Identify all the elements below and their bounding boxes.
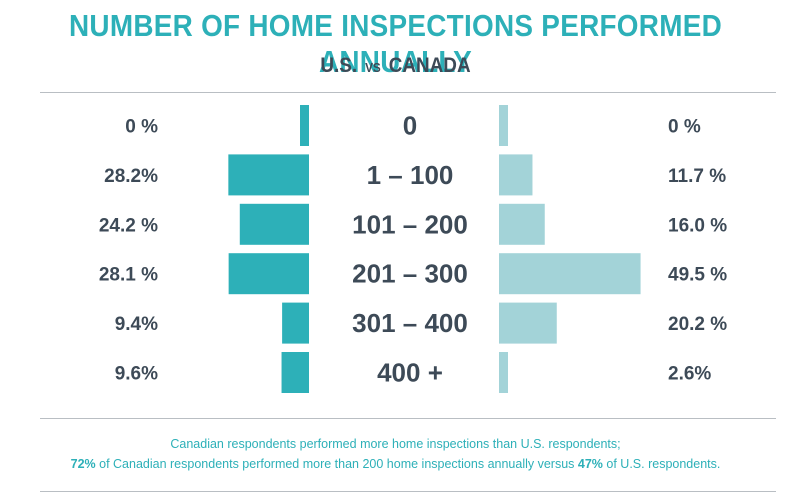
bottom-divider [40, 491, 776, 492]
middle-divider [40, 418, 776, 419]
us-value-label: 28.1 % [99, 265, 158, 286]
us-value-label: 28.2% [104, 166, 158, 187]
canada-bar [499, 105, 508, 146]
canada-value-label: 20.2 % [668, 314, 727, 335]
us-bar [281, 352, 309, 393]
chart-title: NUMBER OF HOME INSPECTIONS PERFORMED ANN… [68, 8, 723, 79]
subtitle-vs: VS [365, 60, 381, 75]
canada-bar [499, 253, 641, 295]
category-label: 400 + [377, 358, 443, 388]
category-label: 0 [403, 111, 417, 141]
canada-bar [499, 154, 533, 196]
footnote-mid-text: of Canadian respondents performed more t… [95, 457, 578, 471]
us-bar [282, 302, 309, 344]
subtitle-canada: CANADA [388, 54, 471, 77]
subtitle-us: U.S. [320, 54, 358, 77]
footnote-end-text: of U.S. respondents. [602, 457, 721, 471]
butterfly-bar-chart: 0 % 0 % 0 28.2% 11.7 % 1 – 100 24.2 % 16.0 % 101… [99, 105, 727, 393]
chart-subtitle: U.S. VS CANADA [40, 54, 752, 78]
category-label: 101 – 200 [352, 209, 468, 239]
category-label: 201 – 300 [352, 259, 468, 289]
canada-value-label: 49.5 % [668, 265, 727, 286]
canada-bar [499, 352, 508, 393]
footnote-pct-us: 47% [577, 457, 603, 471]
category-label: 1 – 100 [367, 160, 454, 190]
canada-bar [499, 203, 545, 245]
us-bar [300, 105, 309, 146]
footnote-line-1: Canadian respondents performed more home… [170, 437, 621, 451]
top-divider [40, 92, 776, 93]
us-bar [239, 203, 309, 245]
canada-value-label: 0 % [668, 117, 701, 138]
canada-value-label: 11.7 % [668, 166, 726, 187]
category-label: 301 – 400 [352, 308, 468, 338]
footnote-line-2: 72% of Canadian respondents performed mo… [0, 457, 791, 471]
canada-value-label: 16.0 % [668, 215, 727, 236]
us-value-label: 0 % [125, 117, 158, 138]
us-value-label: 9.6% [115, 364, 158, 385]
canada-value-label: 2.6% [668, 364, 711, 385]
us-value-label: 9.4% [115, 314, 158, 335]
us-bar [228, 154, 309, 196]
us-value-label: 24.2 % [99, 215, 158, 236]
canada-bar [499, 302, 557, 344]
us-bar [228, 253, 309, 295]
footnote-pct-canada: 72% [70, 457, 96, 471]
